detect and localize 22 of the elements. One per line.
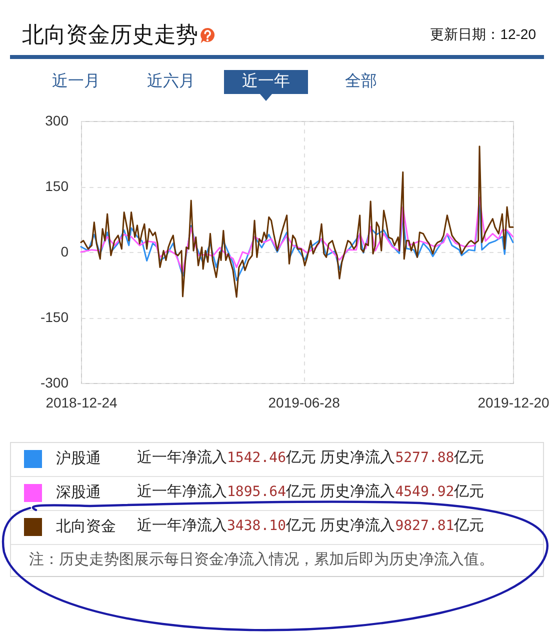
text: 近一年 [224, 70, 308, 94]
y-tick-label: 150 [45, 178, 69, 194]
text: 注：历史走势图展示每日资金净流入情况，累加后即为历史净流入值。 [29, 551, 494, 569]
chart-title: 北向资金历史走势 [22, 22, 198, 47]
text: 全部 [344, 72, 378, 92]
x-tick-label: 2019-06-28 [268, 394, 340, 410]
text: 近一年净流入1542.46亿元 历史净流入5277.88亿元 [137, 449, 484, 466]
y-tick-label: -150 [40, 309, 69, 325]
text: 近一月 [51, 72, 101, 92]
text: 近六月 [146, 72, 196, 92]
chart-subtitle: 更新日期：12-20 [430, 26, 536, 42]
x-tick-label: 2018-12-24 [46, 394, 118, 410]
text: 近一年净流入1895.64亿元 历史净流入4549.92亿元 [137, 483, 484, 500]
text: 近一年净流入3438.10亿元 历史净流入9827.81亿元 [137, 517, 484, 534]
legend-label: 北向资金 [56, 518, 116, 536]
legend-label: 沪股通 [56, 450, 101, 468]
y-tick-label: 0 [60, 244, 69, 260]
line-series [80, 146, 514, 298]
y-tick-label: -300 [40, 374, 69, 390]
y-tick-label: 300 [45, 112, 69, 128]
legend-label: 深股通 [56, 484, 101, 502]
x-tick-label: 2019-12-20 [478, 394, 550, 410]
